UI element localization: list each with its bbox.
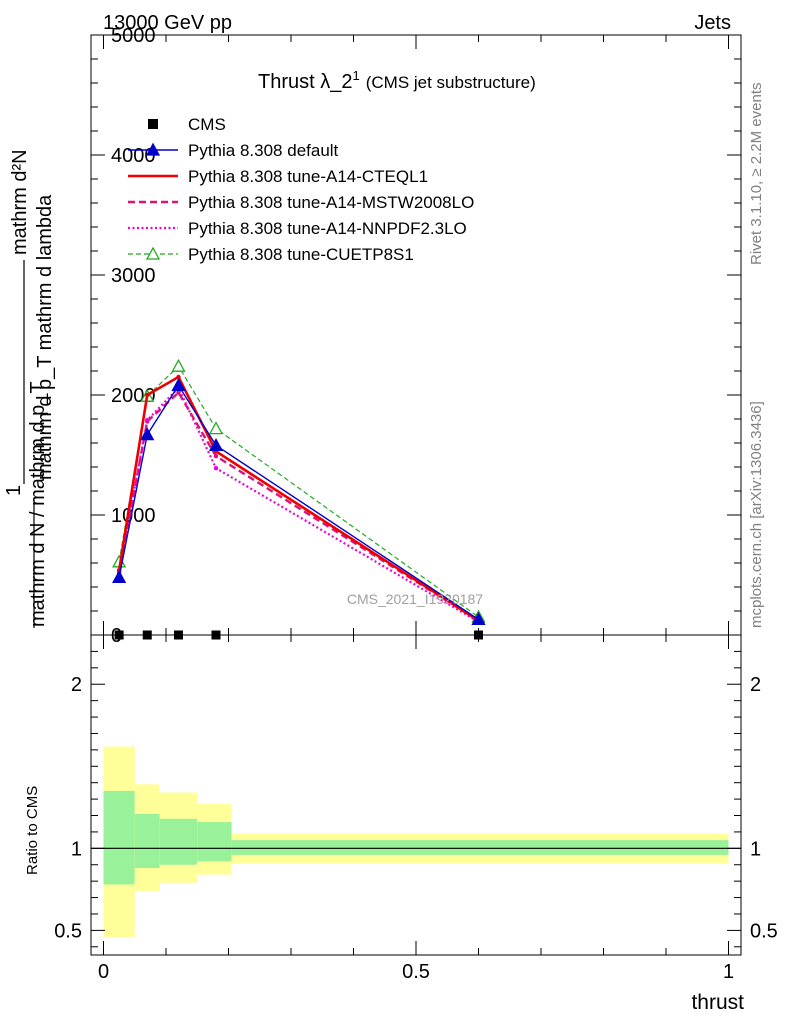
series-marker	[171, 378, 186, 392]
plot-subtitle: (CMS jet substructure)	[366, 73, 536, 92]
mcplots-label: mcplots.cern.ch [arXiv:1306.3436]	[748, 401, 765, 628]
ratio-ticks: 0.5 0.5 1 1 2 2 0 0.5 1	[54, 635, 778, 983]
series-marker	[176, 374, 181, 380]
legend-label: Pythia 8.308 tune-A14-CTEQL1	[188, 167, 428, 186]
series-marker	[208, 438, 224, 452]
legend-label: Pythia 8.308 default	[188, 141, 339, 160]
legend-entry: Pythia 8.308 tune-A14-NNPDF2.3LO	[128, 219, 467, 238]
legend-label: Pythia 8.308 tune-A14-MSTW2008LO	[188, 193, 474, 212]
y-label-numerator-2: mathrm d p_T mathrm d lambda	[34, 194, 56, 480]
legend-label: Pythia 8.308 tune-CUETP8S1	[188, 245, 414, 264]
series-marker	[471, 612, 486, 626]
series-marker	[145, 418, 150, 423]
main-ticks: 010002000300040005000	[91, 25, 741, 647]
ratio-stat-band	[159, 818, 198, 865]
y-label-one: 1	[3, 485, 25, 496]
legend-entry: CMS	[148, 115, 226, 134]
series-marker	[171, 358, 186, 372]
main-plot: 010002000300040005000 Thrust λ_21(CMS je…	[3, 25, 742, 647]
ratio-y-tick-label: 1	[71, 838, 82, 860]
legend-label: CMS	[188, 115, 226, 134]
ratio-y-tick-label: 0.5	[54, 920, 82, 942]
ratio-y-tick-label-right: 2	[750, 674, 761, 696]
rivet-label: Rivet 3.1.10, ≥ 2.2M events	[748, 83, 765, 266]
ratio-bands	[103, 746, 729, 937]
main-y-tick-label: 3000	[111, 265, 156, 287]
y-label-denominator: mathrm d N / mathrm d p_T	[27, 381, 49, 627]
x-axis-label: thrust	[691, 991, 744, 1014]
series-1	[112, 378, 486, 626]
header-right: Jets	[694, 12, 731, 34]
watermark: CMS_2021_I1920187	[347, 591, 483, 607]
legend-swatch	[148, 119, 158, 129]
ratio-stat-band	[134, 813, 160, 869]
series-marker	[208, 421, 224, 435]
x-tick-label: 0	[98, 961, 109, 983]
x-tick-label: 1	[723, 961, 734, 983]
series-marker	[145, 392, 150, 398]
legend-entry: Pythia 8.308 tune-A14-CTEQL1	[128, 167, 428, 186]
ratio-y-label: Ratio to CMS	[24, 786, 41, 875]
x-tick-label: 0.5	[402, 961, 430, 983]
series-marker	[213, 454, 219, 459]
ratio-stat-band	[197, 822, 232, 862]
ratio-y-tick-label-right: 1	[750, 838, 761, 860]
main-y-tick-label: 1000	[111, 505, 156, 527]
plot-title-sup: 1	[352, 68, 359, 83]
series-marker	[112, 570, 127, 584]
series-line	[118, 365, 479, 618]
header-left: 13000 GeV pp	[103, 12, 232, 34]
ratio-plot: 0.5 0.5 1 1 2 2 0 0.5 1 Ratio to CMS	[24, 634, 778, 983]
ratio-y-tick-label-right: 0.5	[750, 920, 778, 942]
series-line	[118, 384, 479, 620]
plot-title-main: Thrust λ_2	[258, 71, 352, 93]
legend-entry: Pythia 8.308 default	[128, 141, 339, 160]
ratio-frame	[90, 634, 742, 956]
plot-title: Thrust λ_21 (CMS jet substructure)	[258, 68, 536, 93]
main-y-tick-label: 4000	[111, 145, 156, 167]
legend-marker	[145, 142, 161, 156]
ratio-stat-band	[103, 790, 135, 885]
legend-entry: Pythia 8.308 tune-A14-MSTW2008LO	[128, 193, 474, 212]
series-line	[117, 390, 480, 622]
legend: CMS Pythia 8.308 default Pythia 8.308 tune…	[128, 115, 474, 264]
legend-label: Pythia 8.308 tune-A14-NNPDF2.3LO	[188, 219, 467, 238]
series-marker	[213, 466, 219, 471]
y-label-numerator-1: mathrm d²N	[9, 149, 31, 255]
ratio-stat-band	[231, 840, 729, 855]
series-2	[116, 374, 481, 623]
y-axis-label: mathrm d²N mathrm d p_T mathrm d lambda …	[3, 149, 56, 628]
legend-entry: Pythia 8.308 tune-CUETP8S1	[128, 245, 414, 264]
main-y-tick-label: 5000	[111, 25, 156, 47]
legend-marker	[145, 246, 161, 260]
series-marker	[140, 427, 155, 441]
ratio-y-tick-label: 2	[71, 674, 82, 696]
